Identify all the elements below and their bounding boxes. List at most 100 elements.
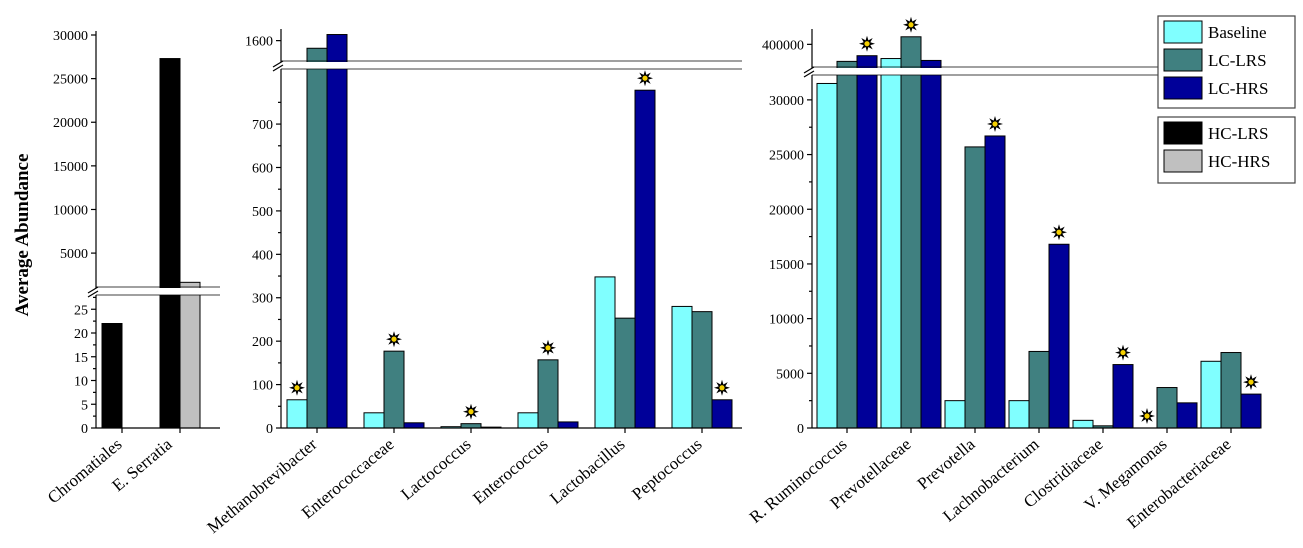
legend-swatch: [1163, 149, 1203, 173]
significance-star-icon: [714, 379, 730, 396]
star-center: [992, 121, 998, 127]
bar: [671, 305, 693, 429]
bar: [1176, 402, 1198, 429]
chart-panel-1: 0 5 10 15 20 25 5000 10000 15000 20000 25000 30000 C…: [44, 29, 223, 507]
star-center: [468, 409, 474, 415]
y-tick-label: 10000: [53, 203, 88, 218]
star-center: [908, 22, 914, 28]
axis-break-slash: [272, 64, 284, 72]
bar: [101, 323, 123, 429]
bar: [900, 36, 922, 429]
significance-star-icon: [1243, 374, 1259, 391]
y-tick-label: 500: [252, 205, 273, 220]
significance-star-icon: [987, 116, 1003, 132]
y-tick-label: 400: [252, 248, 273, 263]
significance-star-icon: [463, 403, 479, 420]
axis-break-icon: [87, 286, 223, 298]
y-tick-label: 100: [252, 379, 273, 394]
bar: [711, 399, 733, 429]
legend-label: LC-LRS: [1208, 51, 1267, 70]
chart-panel-2: 0 100 200 300 400 500 600 700 1600 Methanobreviba…: [203, 29, 745, 537]
bar: [383, 350, 405, 429]
y-tick-label: 200: [252, 335, 273, 350]
y-tick-label: 15000: [53, 160, 88, 175]
bar: [856, 55, 878, 429]
bar: [984, 135, 1006, 429]
y-tick-label: 30000: [769, 94, 804, 109]
significance-star-icon: [289, 379, 305, 396]
category-label: Chromatiales: [44, 435, 126, 508]
bar: [403, 422, 425, 429]
category-label: Lactobacillus: [546, 435, 628, 508]
bar: [1028, 350, 1050, 429]
axis-break-slash: [272, 60, 284, 68]
bar: [594, 276, 616, 429]
y-tick-label: 25: [74, 303, 88, 318]
significance-star-icon: [637, 70, 653, 87]
y-tick-label: 5000: [60, 247, 88, 262]
y-axis-label: Average Abundance: [12, 154, 33, 317]
y-tick-label: 10000: [769, 313, 804, 328]
legend-label: Baseline: [1208, 23, 1267, 42]
bar: [634, 89, 656, 429]
bar: [179, 281, 201, 429]
legend: Baseline LC-LRS LC-HRS HC-LRS HC-HRS: [1157, 15, 1296, 184]
bar: [159, 58, 181, 429]
legend-swatch: [1163, 48, 1203, 72]
bar: [460, 423, 482, 429]
y-tick-label: 20000: [53, 116, 88, 131]
significance-star-icon: [859, 35, 875, 52]
category-label: Methanobrevibacter: [203, 434, 320, 537]
bar: [920, 59, 942, 429]
axis-break-gap: [809, 68, 1263, 75]
y-tick-label: 15: [74, 351, 88, 366]
legend-label: LC-HRS: [1208, 79, 1268, 98]
category-label: Peptococcus: [628, 435, 705, 504]
star-center: [1056, 229, 1062, 235]
bar: [614, 317, 636, 429]
bar: [1240, 393, 1262, 429]
y-tick-label: 5: [81, 398, 88, 413]
bar: [517, 412, 539, 429]
bar: [1200, 360, 1222, 429]
star-center: [1120, 349, 1126, 356]
axis-break-slash: [87, 290, 99, 298]
bar: [1156, 387, 1178, 429]
y-tick-label: 1600: [245, 35, 273, 50]
bar: [1072, 419, 1094, 429]
y-tick-label: 600: [252, 161, 273, 176]
bar: [537, 359, 559, 429]
bar: [964, 146, 986, 429]
y-tick-label: 400000: [762, 38, 804, 53]
y-tick-label: 15000: [769, 258, 804, 273]
legend-swatch: [1163, 121, 1203, 145]
category-label: Lactococcus: [397, 435, 474, 504]
significance-star-icon: [1139, 408, 1155, 424]
y-tick-label: 300: [252, 292, 273, 307]
legend-swatch: [1163, 76, 1203, 100]
bar: [363, 412, 385, 429]
category-label: R. Ruminococcus: [746, 435, 851, 527]
bar: [816, 82, 838, 429]
bar: [286, 399, 308, 429]
bar: [1048, 243, 1070, 429]
y-tick-label: 25000: [769, 149, 804, 164]
axis-break-slash: [87, 286, 99, 294]
star-center: [545, 345, 551, 351]
bar: [691, 311, 713, 429]
significance-star-icon: [903, 16, 919, 33]
y-tick-label: 0: [266, 422, 273, 437]
bar: [1008, 400, 1030, 429]
star-center: [1144, 413, 1150, 419]
bar: [326, 34, 348, 429]
star-center: [294, 385, 300, 391]
significance-star-icon: [540, 339, 556, 356]
bar: [306, 47, 328, 429]
star-center: [1248, 379, 1254, 385]
y-tick-label: 700: [252, 118, 273, 133]
star-center: [391, 336, 397, 342]
legend-swatch: [1163, 20, 1203, 44]
star-center: [719, 385, 725, 391]
bar: [880, 58, 902, 429]
